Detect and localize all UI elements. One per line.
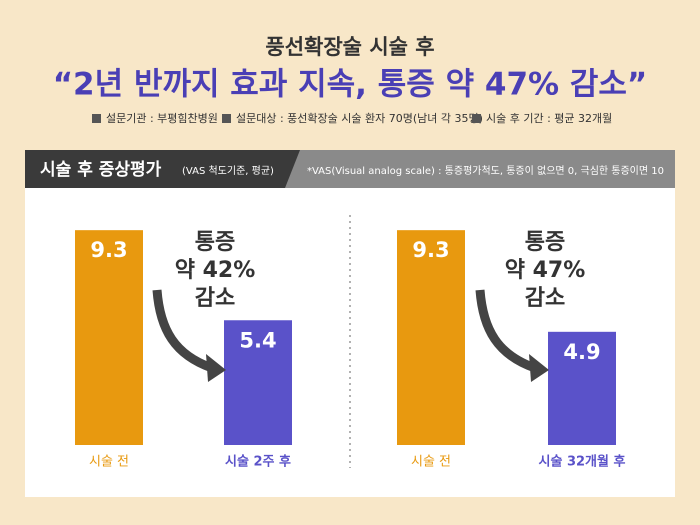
category-label: 시술 전 <box>411 455 451 470</box>
arrow-head <box>206 354 226 382</box>
category-label: 시술 전 <box>89 455 129 470</box>
note-bullet <box>472 114 481 123</box>
note-text: 설문기관 : 부평힘찬병원 <box>106 111 218 125</box>
category-label: 시술 32개월 후 <box>539 454 626 470</box>
arrow <box>152 289 214 373</box>
annotation: 약 42% <box>175 258 256 283</box>
note-bullet <box>222 114 231 123</box>
category-label: 시술 2주 후 <box>225 454 291 470</box>
bar <box>75 230 143 445</box>
annotation: 감소 <box>525 286 565 311</box>
note-bullet <box>92 114 101 123</box>
annotation: 통증 <box>525 230 565 255</box>
value-label: 5.4 <box>239 328 276 352</box>
headline: “2년 반까지 효과 지속, 통증 약 47% 감소” <box>53 67 648 103</box>
bar <box>224 320 292 445</box>
annotation: 약 47% <box>505 258 586 283</box>
panel-title: 시술 후 증상평가 <box>40 159 162 180</box>
value-label: 4.9 <box>563 340 600 364</box>
bar <box>397 230 465 445</box>
subtitle: 풍선확장술 시술 후 <box>265 35 434 59</box>
panel-header-tab <box>25 150 300 188</box>
bar <box>548 331 616 445</box>
note-text: 설문대상 : 풍선확장술 시술 환자 70명(남녀 각 35명) <box>236 112 483 125</box>
annotation: 통증 <box>195 230 235 255</box>
arrow <box>475 289 537 373</box>
panel-subtitle: (VAS 척도기준, 평균) <box>182 165 274 177</box>
value-label: 9.3 <box>90 238 127 262</box>
arrow-head <box>529 354 549 382</box>
panel-note: *VAS(Visual analog scale) : 통증평가척도, 통증이 … <box>307 164 664 177</box>
annotation: 감소 <box>195 286 235 311</box>
value-label: 9.3 <box>412 238 449 262</box>
note-text: 시술 후 기간 : 평균 32개월 <box>486 112 612 125</box>
